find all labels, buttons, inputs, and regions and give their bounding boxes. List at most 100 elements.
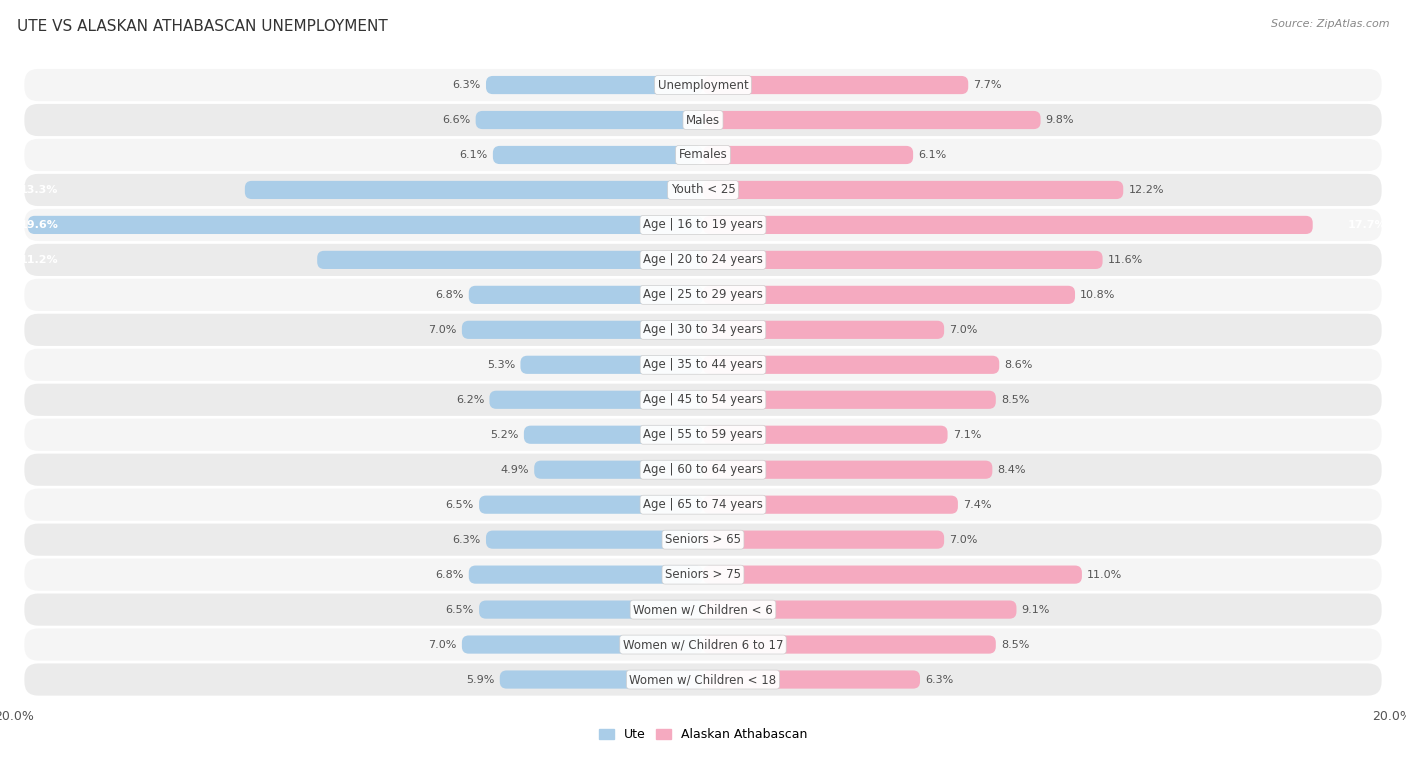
FancyBboxPatch shape (703, 76, 969, 94)
Text: 5.9%: 5.9% (467, 674, 495, 684)
FancyBboxPatch shape (703, 146, 912, 164)
FancyBboxPatch shape (24, 279, 1382, 311)
FancyBboxPatch shape (24, 559, 1382, 590)
FancyBboxPatch shape (24, 593, 1382, 626)
Text: 6.2%: 6.2% (456, 394, 484, 405)
FancyBboxPatch shape (703, 565, 1083, 584)
FancyBboxPatch shape (468, 285, 703, 304)
Text: 11.2%: 11.2% (20, 255, 58, 265)
FancyBboxPatch shape (499, 671, 703, 689)
FancyBboxPatch shape (703, 391, 995, 409)
FancyBboxPatch shape (703, 356, 1000, 374)
Text: Women w/ Children < 18: Women w/ Children < 18 (630, 673, 776, 686)
Text: Age | 30 to 34 years: Age | 30 to 34 years (643, 323, 763, 336)
FancyBboxPatch shape (703, 181, 1123, 199)
FancyBboxPatch shape (24, 419, 1382, 451)
Text: 8.6%: 8.6% (1004, 360, 1033, 370)
FancyBboxPatch shape (24, 209, 1382, 241)
Text: Males: Males (686, 114, 720, 126)
FancyBboxPatch shape (703, 425, 948, 444)
Text: Source: ZipAtlas.com: Source: ZipAtlas.com (1271, 19, 1389, 29)
Text: 17.7%: 17.7% (1348, 220, 1386, 230)
FancyBboxPatch shape (24, 104, 1382, 136)
FancyBboxPatch shape (24, 349, 1382, 381)
Text: Seniors > 75: Seniors > 75 (665, 568, 741, 581)
FancyBboxPatch shape (245, 181, 703, 199)
FancyBboxPatch shape (24, 488, 1382, 521)
FancyBboxPatch shape (461, 635, 703, 653)
Text: Age | 25 to 29 years: Age | 25 to 29 years (643, 288, 763, 301)
FancyBboxPatch shape (475, 111, 703, 129)
FancyBboxPatch shape (703, 251, 1102, 269)
Text: Women w/ Children 6 to 17: Women w/ Children 6 to 17 (623, 638, 783, 651)
Text: 6.1%: 6.1% (918, 150, 946, 160)
Text: Women w/ Children < 6: Women w/ Children < 6 (633, 603, 773, 616)
Text: 7.0%: 7.0% (429, 640, 457, 650)
FancyBboxPatch shape (703, 531, 945, 549)
FancyBboxPatch shape (24, 453, 1382, 486)
Text: 19.6%: 19.6% (20, 220, 58, 230)
FancyBboxPatch shape (486, 531, 703, 549)
FancyBboxPatch shape (461, 321, 703, 339)
Text: Age | 35 to 44 years: Age | 35 to 44 years (643, 358, 763, 371)
FancyBboxPatch shape (24, 384, 1382, 416)
FancyBboxPatch shape (24, 244, 1382, 276)
FancyBboxPatch shape (524, 425, 703, 444)
Text: 8.5%: 8.5% (1001, 394, 1029, 405)
FancyBboxPatch shape (24, 663, 1382, 696)
Text: 6.3%: 6.3% (925, 674, 953, 684)
Text: 7.1%: 7.1% (953, 430, 981, 440)
FancyBboxPatch shape (479, 600, 703, 618)
Text: 5.2%: 5.2% (491, 430, 519, 440)
Text: Age | 20 to 24 years: Age | 20 to 24 years (643, 254, 763, 266)
Text: 12.2%: 12.2% (1129, 185, 1164, 195)
FancyBboxPatch shape (468, 565, 703, 584)
FancyBboxPatch shape (703, 496, 957, 514)
FancyBboxPatch shape (489, 391, 703, 409)
FancyBboxPatch shape (494, 146, 703, 164)
FancyBboxPatch shape (703, 671, 920, 689)
Text: 10.8%: 10.8% (1080, 290, 1115, 300)
Text: Age | 45 to 54 years: Age | 45 to 54 years (643, 394, 763, 407)
FancyBboxPatch shape (520, 356, 703, 374)
Text: Females: Females (679, 148, 727, 161)
Text: 9.8%: 9.8% (1046, 115, 1074, 125)
Text: Youth < 25: Youth < 25 (671, 183, 735, 197)
Text: 8.5%: 8.5% (1001, 640, 1029, 650)
Text: 7.7%: 7.7% (973, 80, 1002, 90)
Text: UTE VS ALASKAN ATHABASCAN UNEMPLOYMENT: UTE VS ALASKAN ATHABASCAN UNEMPLOYMENT (17, 19, 388, 34)
Text: 6.8%: 6.8% (436, 290, 464, 300)
Text: Age | 60 to 64 years: Age | 60 to 64 years (643, 463, 763, 476)
FancyBboxPatch shape (703, 600, 1017, 618)
Text: 6.5%: 6.5% (446, 500, 474, 509)
Text: 11.0%: 11.0% (1087, 569, 1122, 580)
FancyBboxPatch shape (534, 460, 703, 479)
FancyBboxPatch shape (28, 216, 703, 234)
FancyBboxPatch shape (703, 216, 1313, 234)
FancyBboxPatch shape (24, 524, 1382, 556)
Text: 13.3%: 13.3% (20, 185, 58, 195)
Text: Age | 16 to 19 years: Age | 16 to 19 years (643, 219, 763, 232)
Text: Unemployment: Unemployment (658, 79, 748, 92)
Text: 6.3%: 6.3% (453, 534, 481, 544)
FancyBboxPatch shape (703, 111, 1040, 129)
FancyBboxPatch shape (703, 321, 945, 339)
FancyBboxPatch shape (318, 251, 703, 269)
FancyBboxPatch shape (703, 635, 995, 653)
Legend: Ute, Alaskan Athabascan: Ute, Alaskan Athabascan (593, 723, 813, 746)
Text: 6.6%: 6.6% (443, 115, 471, 125)
FancyBboxPatch shape (24, 139, 1382, 171)
FancyBboxPatch shape (486, 76, 703, 94)
Text: Age | 65 to 74 years: Age | 65 to 74 years (643, 498, 763, 511)
Text: 7.0%: 7.0% (949, 534, 977, 544)
FancyBboxPatch shape (24, 628, 1382, 661)
Text: 7.0%: 7.0% (429, 325, 457, 335)
FancyBboxPatch shape (24, 313, 1382, 346)
Text: 7.0%: 7.0% (949, 325, 977, 335)
Text: 4.9%: 4.9% (501, 465, 529, 475)
FancyBboxPatch shape (703, 285, 1076, 304)
FancyBboxPatch shape (703, 460, 993, 479)
FancyBboxPatch shape (24, 174, 1382, 206)
Text: 6.8%: 6.8% (436, 569, 464, 580)
Text: 6.5%: 6.5% (446, 605, 474, 615)
